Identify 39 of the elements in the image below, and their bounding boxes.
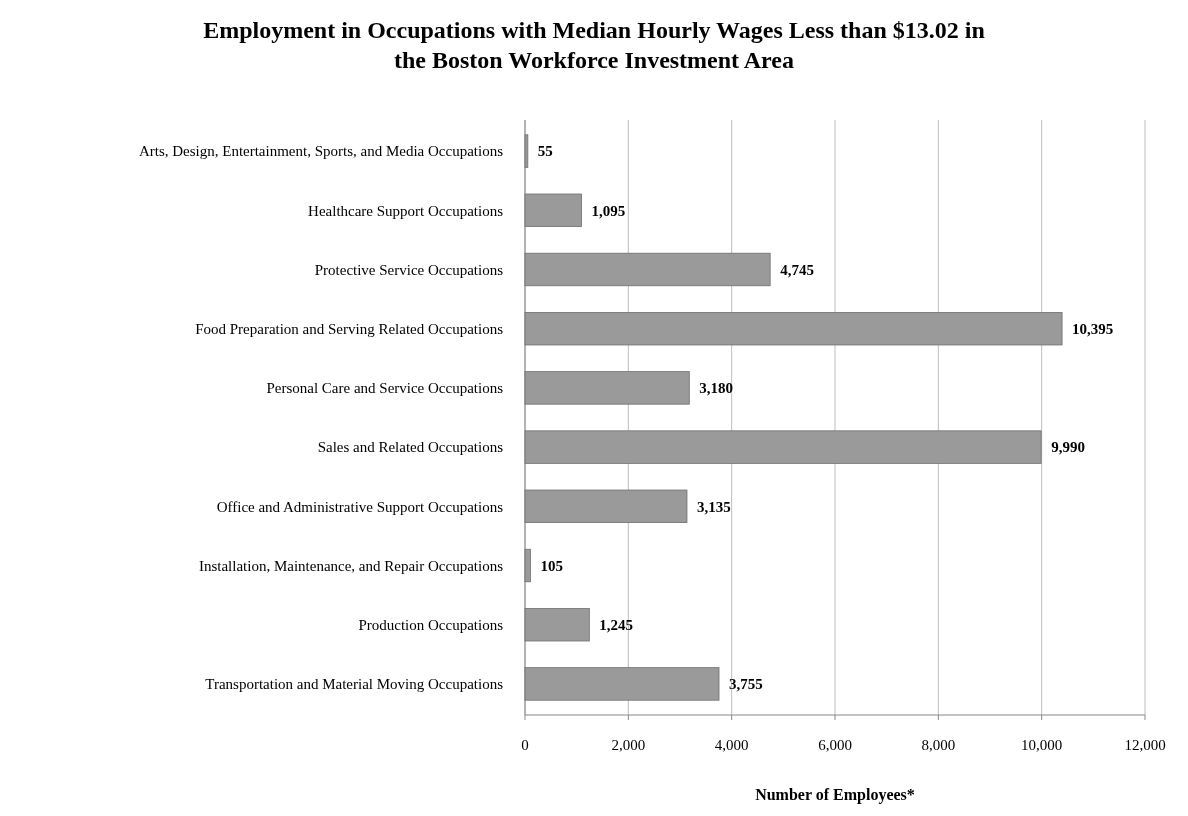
y-tick-label: Arts, Design, Entertainment, Sports, and Media Occupations bbox=[138, 143, 504, 160]
data-label: 1,245 bbox=[599, 616, 634, 633]
data-label: 3,755 bbox=[729, 676, 763, 693]
y-tick-label: Production Occupations bbox=[358, 616, 504, 633]
data-label: 9,990 bbox=[1051, 439, 1085, 456]
bar bbox=[524, 667, 720, 701]
data-label: 3,135 bbox=[696, 498, 731, 515]
x-tick-label: 6,000 bbox=[818, 737, 852, 753]
bar bbox=[524, 134, 529, 168]
data-label: 10,395 bbox=[1072, 320, 1114, 337]
bar bbox=[524, 489, 688, 523]
y-tick-label: Personal Care and Service Occupations bbox=[266, 380, 504, 397]
data-label: 55 bbox=[537, 143, 553, 160]
y-tick-label: Food Preparation and Serving Related Occupations bbox=[195, 320, 504, 337]
x-tick-label: 0 bbox=[521, 737, 529, 753]
bar bbox=[524, 193, 582, 227]
y-tick-label: Transportation and Material Moving Occupations bbox=[205, 676, 504, 693]
x-axis-title: Number of Employees* bbox=[755, 786, 915, 804]
data-label: 105 bbox=[540, 557, 563, 574]
bar bbox=[524, 608, 590, 642]
x-tick-label: 4,000 bbox=[714, 737, 749, 753]
bar bbox=[524, 312, 1063, 346]
y-tick-label: Sales and Related Occupations bbox=[317, 439, 504, 456]
chart-title: Employment in Occupations with Median Hourly Wages Less than $13.02 in the Boston Workforce Investment Area bbox=[203, 17, 985, 73]
bar bbox=[524, 430, 1042, 464]
x-tick-label: 12,000 bbox=[1124, 737, 1166, 753]
y-tick-label: Protective Service Occupations bbox=[314, 261, 504, 278]
bar bbox=[524, 252, 771, 287]
y-tick-label: Healthcare Support Occupations bbox=[308, 202, 504, 219]
data-label: 4,745 bbox=[780, 261, 814, 278]
x-tick-label: 2,000 bbox=[611, 737, 646, 753]
x-tick-label: 10,000 bbox=[1021, 737, 1063, 753]
x-tick-label: 8,000 bbox=[921, 737, 956, 753]
bar bbox=[524, 371, 690, 405]
bar bbox=[524, 548, 531, 583]
data-label: 1,095 bbox=[591, 202, 626, 219]
y-tick-label: Installation, Maintenance, and Repair Occupations bbox=[198, 557, 504, 574]
y-tick-label: Office and Administrative Support Occupations bbox=[216, 498, 504, 515]
data-label: 3,180 bbox=[699, 380, 734, 397]
